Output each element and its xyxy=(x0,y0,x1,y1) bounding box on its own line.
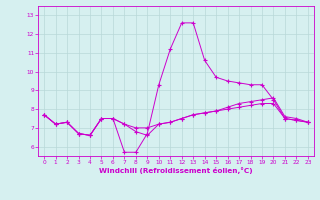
X-axis label: Windchill (Refroidissement éolien,°C): Windchill (Refroidissement éolien,°C) xyxy=(99,167,253,174)
